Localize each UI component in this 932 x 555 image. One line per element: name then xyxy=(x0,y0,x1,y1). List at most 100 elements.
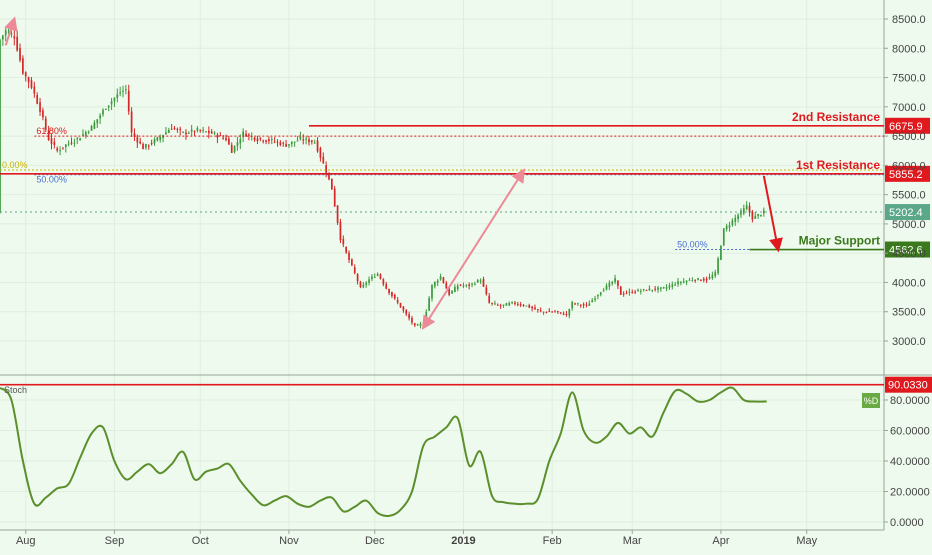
candle xyxy=(491,302,493,306)
candle xyxy=(391,291,393,299)
candle-body xyxy=(268,139,270,142)
candle xyxy=(248,133,250,141)
candle-body xyxy=(562,313,565,315)
candle xyxy=(639,288,642,295)
stoch-indicator-label: Stoch xyxy=(4,385,27,395)
candle xyxy=(760,214,762,218)
candle-body xyxy=(64,144,67,147)
candle xyxy=(33,81,36,98)
candle-body xyxy=(265,140,267,142)
candle-body xyxy=(428,298,430,311)
candle xyxy=(368,276,370,286)
candle-body xyxy=(499,305,502,307)
candle-body xyxy=(408,314,410,319)
candle xyxy=(508,301,511,307)
candle-body xyxy=(73,142,76,144)
candle xyxy=(322,152,325,164)
candle xyxy=(299,131,302,141)
candle xyxy=(745,201,748,211)
candle xyxy=(365,280,368,288)
candle-body xyxy=(196,128,199,131)
candle xyxy=(259,137,262,142)
candle-body xyxy=(531,306,533,309)
candle-body xyxy=(207,130,210,134)
candle-body xyxy=(399,302,402,308)
candle-body xyxy=(474,283,476,285)
candle xyxy=(494,300,496,306)
candle xyxy=(187,131,190,135)
candle-body xyxy=(276,141,279,143)
candle xyxy=(731,218,734,227)
candle-body xyxy=(36,95,39,104)
candle xyxy=(737,213,739,223)
candle xyxy=(582,302,585,309)
stoch-tick-label: 40.0000 xyxy=(890,456,930,468)
candle xyxy=(176,127,179,133)
candle-body xyxy=(705,278,708,281)
level-price-tag-text: 5855.2 xyxy=(889,169,923,181)
candle-body xyxy=(345,246,348,253)
candle xyxy=(56,146,59,153)
candle-body xyxy=(308,139,310,143)
candle xyxy=(102,108,104,117)
annotation-arrow xyxy=(762,175,783,253)
price-tick-label: 6500.0 xyxy=(892,131,926,143)
candle xyxy=(382,278,385,287)
candle-body xyxy=(585,304,588,306)
candle-body xyxy=(465,284,468,286)
candle-body xyxy=(27,77,30,83)
candle-body xyxy=(116,94,119,99)
candle xyxy=(534,304,536,310)
level-price-tag xyxy=(885,204,930,221)
candle xyxy=(519,301,522,308)
candle xyxy=(107,105,110,112)
candle xyxy=(133,128,136,141)
candle xyxy=(551,310,554,313)
price-tick-label: 8500.0 xyxy=(892,14,926,26)
candle xyxy=(619,286,622,295)
candle-body xyxy=(731,220,734,226)
candle xyxy=(717,256,719,276)
candle-body xyxy=(185,132,187,135)
candle xyxy=(336,205,339,226)
candle-body xyxy=(293,141,296,143)
time-tick-label: 2019 xyxy=(451,535,475,547)
candle-body xyxy=(456,285,459,290)
candle xyxy=(608,280,611,290)
candle xyxy=(142,142,144,150)
candle-body xyxy=(431,284,433,299)
candle xyxy=(147,144,150,150)
candle xyxy=(671,281,674,290)
candle xyxy=(379,273,382,280)
time-tick-label: Oct xyxy=(192,535,209,547)
price-axis: 3000.0 3500.0 4000.0 4500.0 5000.0 5500.0 6000… xyxy=(884,14,926,348)
candle xyxy=(53,137,56,149)
candle xyxy=(431,284,433,302)
stoch-d-line xyxy=(0,386,767,518)
candle xyxy=(642,288,645,292)
candle-body xyxy=(599,292,602,295)
candle-body xyxy=(642,289,645,291)
candle xyxy=(27,76,30,89)
candle xyxy=(680,280,682,286)
candle xyxy=(436,279,439,287)
candle xyxy=(562,311,565,316)
candle xyxy=(153,137,156,146)
candle-body xyxy=(728,225,731,228)
candle xyxy=(385,281,388,290)
candle-body xyxy=(84,132,87,136)
candle-body xyxy=(760,214,762,216)
candle xyxy=(373,273,376,278)
candle xyxy=(568,308,571,319)
candle-body xyxy=(107,105,110,108)
candle-body xyxy=(708,276,711,279)
candle xyxy=(67,140,70,147)
candle-body xyxy=(16,36,19,51)
time-axis: Aug Sep Oct Nov Dec 2019 Feb Mar Apr May xyxy=(16,530,818,547)
candle-body xyxy=(356,274,359,282)
candle-body xyxy=(159,136,162,140)
candle-body xyxy=(451,290,453,294)
candle-body xyxy=(56,148,59,151)
candle xyxy=(170,123,173,130)
candle-body xyxy=(471,283,473,285)
